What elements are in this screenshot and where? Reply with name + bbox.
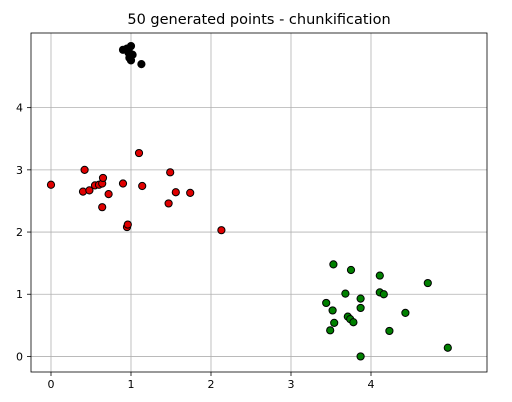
data-point (164, 199, 173, 208)
data-point (330, 318, 339, 327)
data-point (125, 53, 134, 62)
y-tick-label: 2 (16, 226, 23, 239)
data-point (46, 180, 56, 189)
y-tick-label: 0 (16, 350, 23, 363)
data-point (126, 41, 136, 51)
x-tick-label: 2 (208, 378, 215, 391)
data-point (98, 203, 107, 212)
data-point (118, 179, 128, 188)
data-point (186, 188, 195, 197)
data-point (138, 181, 147, 191)
data-point (171, 188, 180, 197)
data-point (375, 271, 384, 280)
data-point (346, 265, 356, 275)
x-tick-label: 4 (368, 378, 375, 391)
data-point (322, 298, 331, 308)
data-point (85, 186, 94, 195)
y-tick-label: 3 (16, 164, 23, 177)
data-point (166, 168, 175, 177)
data-point (379, 290, 388, 299)
data-point (217, 226, 226, 235)
x-tick-label: 3 (288, 378, 295, 391)
data-point (401, 308, 410, 318)
data-point (98, 173, 108, 183)
data-point (341, 289, 350, 298)
data-point (80, 165, 89, 174)
plot-frame (30, 32, 488, 373)
data-point (137, 60, 146, 69)
data-point (356, 303, 365, 313)
data-point (326, 326, 335, 335)
data-point (134, 148, 144, 158)
data-point (329, 260, 338, 269)
axis-ticks: 0 1 2 3 4 0 1 2 3 4 (16, 102, 375, 391)
grid (31, 33, 487, 372)
data-point (349, 318, 358, 327)
x-tick-label: 0 (48, 378, 55, 391)
data-point (104, 190, 113, 199)
data-points (46, 41, 452, 361)
data-point (423, 278, 432, 288)
data-point (385, 326, 394, 336)
y-tick-label: 1 (16, 288, 23, 301)
data-point (328, 306, 337, 315)
data-point (356, 294, 365, 303)
data-point (443, 343, 452, 352)
y-tick-label: 4 (16, 102, 23, 115)
x-tick-label: 1 (128, 378, 135, 391)
data-point (123, 220, 132, 229)
data-point (356, 352, 365, 361)
chart-title: 50 generated points - chunkification (127, 12, 390, 28)
